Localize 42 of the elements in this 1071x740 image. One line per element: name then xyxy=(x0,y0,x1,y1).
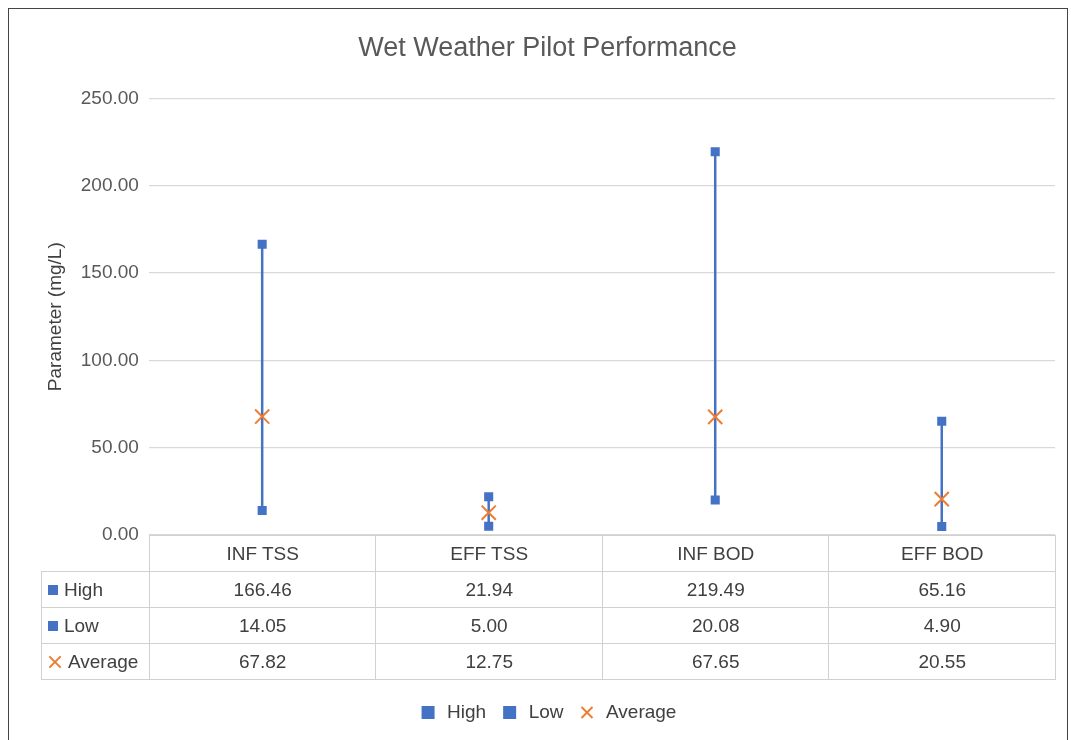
x-tick-label: INF BOD xyxy=(602,535,829,572)
y-tick-label: 0.00 xyxy=(101,523,139,545)
x-tick-label: INF TSS xyxy=(149,535,376,572)
data-label: 12.75 xyxy=(375,643,603,680)
data-label: 65.16 xyxy=(828,571,1056,608)
point xyxy=(257,505,267,515)
text: Average xyxy=(606,700,677,722)
point xyxy=(480,504,497,521)
point xyxy=(257,239,267,249)
point xyxy=(933,491,950,508)
data-label: 166.46 xyxy=(149,571,376,608)
data-label: 21.94 xyxy=(375,571,603,608)
y-tick-label: 50.00 xyxy=(91,435,139,457)
point xyxy=(707,408,724,425)
x-tick-label: EFF BOD xyxy=(828,535,1056,572)
point xyxy=(484,492,494,502)
data-label: 67.65 xyxy=(602,643,829,680)
point xyxy=(937,521,947,531)
data-label: 5.00 xyxy=(375,607,603,644)
text: High xyxy=(447,700,487,722)
legend-label: Average xyxy=(41,643,150,680)
data-label: 4.90 xyxy=(828,607,1056,644)
data-label: 219.49 xyxy=(602,571,829,608)
point xyxy=(937,416,947,426)
point xyxy=(484,521,494,531)
y-tick-label: 150.00 xyxy=(80,261,139,283)
y-tick-label: 200.00 xyxy=(80,173,139,195)
point xyxy=(254,408,271,425)
y-tick-label: 100.00 xyxy=(80,348,139,370)
point xyxy=(710,495,720,505)
text: Low xyxy=(63,614,99,636)
data-label: 14.05 xyxy=(149,607,376,644)
y-tick-label: 250.00 xyxy=(80,86,139,108)
data-label: 20.55 xyxy=(828,643,1056,680)
chart-title: Wet Weather Pilot Performance xyxy=(358,31,737,62)
point xyxy=(710,147,720,157)
data-label: 67.82 xyxy=(149,643,376,680)
data-label: 20.08 xyxy=(602,607,829,644)
legend-label: High xyxy=(41,571,150,608)
y-axis-title: Parameter (mg/L) xyxy=(43,242,65,392)
x-tick-label: EFF TSS xyxy=(375,535,603,572)
legend-label: Low xyxy=(528,700,564,722)
